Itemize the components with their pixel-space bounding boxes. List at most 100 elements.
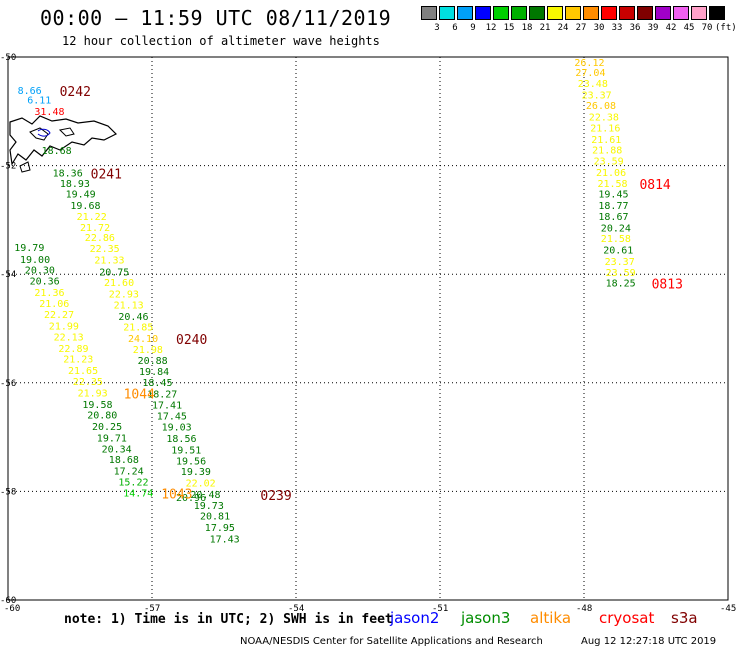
pass-time-label: 1044 [124,387,155,402]
swh-value: 20.25 [92,422,122,433]
falkland-islands-outline [9,115,118,166]
color-scale-label: 42 [665,23,677,33]
swh-value: 21.93 [78,388,108,399]
swh-value: 19.71 [97,433,127,444]
color-scale-label: 24 [557,23,569,33]
swh-value: 19.03 [162,423,192,434]
longitude-label: -51 [432,604,448,614]
swh-value: 26.08 [586,101,616,112]
swh-value: 21.98 [133,345,163,356]
track-jason3: 24.1021.9820.8819.8418.4518.2717.4117.45… [128,333,216,489]
swh-value: 22.02 [186,479,216,490]
color-swatch [421,6,437,20]
color-scale-label: 18 [521,23,533,33]
color-scale-label: 27 [575,23,587,33]
swh-value: 23.37 [582,90,612,101]
longitude-label: -48 [576,604,592,614]
swh-value: 20.30 [25,266,55,277]
swh-value: 18.68 [42,146,72,157]
swh-value: 23.59 [594,157,624,168]
swh-value: 20.88 [138,356,168,367]
map-subtitle: 12 hour collection of altimeter wave hei… [62,34,380,48]
swh-value: 21.58 [597,179,627,190]
swh-value: 21.60 [104,278,134,289]
swh-value: 24.10 [128,334,158,345]
pass-time-label: 0242 [60,85,91,100]
track-jason3: 19.5820.8020.2519.7120.3418.6817.2415.22… [82,400,192,503]
color-swatch [655,6,671,20]
color-swatch [529,6,545,20]
credit-text: NOAA/NESDIS Center for Satellite Applica… [240,636,543,647]
swh-value: 22.13 [54,332,84,343]
color-scale-label: 6 [452,23,458,33]
swh-value: 6.11 [27,96,51,107]
color-scale-label: 70 [701,23,713,33]
latitude-label: -58 [0,487,16,497]
color-swatch [457,6,473,20]
color-scale-label: 9 [470,23,476,33]
swh-value: 19.45 [598,190,628,201]
swh-value: 19.56 [176,456,206,467]
swh-value: 22.93 [109,290,139,301]
swh-value: 17.41 [152,400,182,411]
swh-value: 21.65 [68,366,98,377]
map-title: 00:00 — 11:59 UTC 08/11/2019 [40,6,392,30]
pass-time-label: 0814 [639,178,670,193]
swh-value: 20.46 [118,312,148,323]
swh-value: 19.84 [139,367,169,378]
swh-value: 21.22 [77,212,107,223]
swh-value: 26.12 [574,58,604,69]
pass-time-label: 0240 [176,333,207,348]
swh-value: 18.36 [53,168,83,179]
swh-value: 22.86 [85,233,115,244]
color-swatch [547,6,563,20]
swh-value: 20.81 [200,512,230,523]
swh-value: 14.74 [123,488,153,499]
longitude-label: -45 [720,604,736,614]
swh-value: 19.39 [181,467,211,478]
falkland-islands-blue-detail [37,128,51,137]
color-swatch [493,6,509,20]
swh-value: 20.24 [601,223,631,234]
swh-value: 21.13 [114,300,144,311]
pass-time-label: 0813 [652,278,683,293]
pass-time-label: 1043 [161,487,192,502]
satellite-tracks: 8.666.1131.48024218.6818.3618.9319.4919.… [14,58,683,545]
swh-value: 21.23 [63,355,93,366]
legend-altika: altika [530,609,572,627]
swh-value: 23.59 [606,268,636,279]
color-swatch [673,6,689,20]
swh-value: 22.35 [73,377,103,388]
latitude-label: -50 [0,53,16,63]
swh-value: 18.56 [166,434,196,445]
track-altika: 19.4518.7718.6720.2421.5820.6123.3723.59… [598,190,683,293]
swh-value: 18.93 [60,179,90,190]
latitude-label: -54 [0,270,16,280]
map-frame [7,56,729,601]
color-scale-label: 30 [593,23,605,33]
swh-value: 22.38 [589,113,619,124]
swh-value: 31.48 [34,107,64,118]
color-scale-label: 33 [611,23,623,33]
swh-value: 19.79 [14,243,44,254]
swh-value: 23.37 [605,257,635,268]
color-swatch [439,6,455,20]
swh-value: 22.89 [58,344,88,355]
swh-value: 17.95 [205,523,235,534]
color-swatch [583,6,599,20]
swh-value: 18.77 [598,201,628,212]
swh-value: 23.48 [578,79,608,90]
swh-value: 17.45 [157,412,187,423]
color-scale-label: 45 [683,23,695,33]
swh-value: 17.43 [210,534,240,545]
swh-value: 18.45 [142,378,172,389]
legend-jason3: jason3 [461,609,511,627]
swh-value: 21.99 [49,322,79,333]
swh-value: 21.88 [592,146,622,157]
longitude-label: -60 [4,604,20,614]
color-scale-label: 36 [629,23,641,33]
color-swatch [637,6,653,20]
swh-value: 18.68 [109,455,139,466]
swh-value: 20.48 [190,490,220,501]
